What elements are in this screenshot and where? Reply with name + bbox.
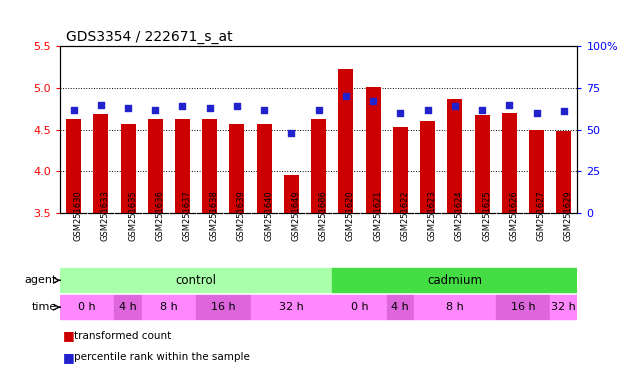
Text: GDS3354 / 222671_s_at: GDS3354 / 222671_s_at [66, 30, 233, 44]
Bar [60, 295, 114, 319]
Bar [333, 295, 387, 319]
Point [177, 103, 187, 109]
Bar [502, 113, 517, 213]
Point [558, 108, 569, 114]
Text: GSM251686: GSM251686 [319, 190, 327, 241]
Text: cadmium: cadmium [427, 274, 482, 287]
Text: GSM251637: GSM251637 [182, 190, 191, 241]
Bar [414, 295, 496, 319]
Text: GSM251629: GSM251629 [563, 190, 573, 241]
Point [96, 101, 106, 108]
Point [314, 106, 324, 113]
Text: GSM251625: GSM251625 [482, 190, 491, 241]
Bar [175, 119, 190, 213]
Point [477, 106, 487, 113]
Bar [420, 121, 435, 213]
Point [504, 101, 514, 108]
Point [395, 110, 405, 116]
Text: GSM251621: GSM251621 [373, 190, 382, 241]
Point [286, 130, 297, 136]
Text: 32 h: 32 h [551, 302, 576, 312]
Point [150, 106, 160, 113]
Bar [251, 295, 333, 319]
Point [450, 103, 460, 109]
Text: agent: agent [25, 275, 57, 285]
Point [69, 106, 79, 113]
Point [259, 106, 269, 113]
Bar [338, 70, 353, 213]
Text: ■: ■ [63, 351, 75, 364]
Point [341, 93, 351, 99]
Bar [393, 127, 408, 213]
Bar [93, 114, 109, 213]
Text: 0 h: 0 h [351, 302, 369, 312]
Text: ■: ■ [63, 329, 75, 343]
Bar [550, 295, 577, 319]
Text: transformed count: transformed count [74, 331, 172, 341]
Text: GSM251649: GSM251649 [292, 190, 300, 241]
Bar [529, 130, 544, 213]
Point [531, 110, 541, 116]
Bar [284, 175, 299, 213]
Text: GSM251640: GSM251640 [264, 190, 273, 241]
Bar [66, 119, 81, 213]
Text: 16 h: 16 h [510, 302, 535, 312]
Bar [311, 119, 326, 213]
Text: GSM251626: GSM251626 [509, 190, 518, 241]
Bar [333, 268, 577, 293]
Point [423, 106, 433, 113]
Text: 0 h: 0 h [78, 302, 96, 312]
Text: 4 h: 4 h [391, 302, 410, 312]
Bar [114, 295, 141, 319]
Bar [121, 124, 136, 213]
Text: 16 h: 16 h [211, 302, 235, 312]
Bar [557, 131, 571, 213]
Bar [257, 124, 272, 213]
Bar [202, 119, 217, 213]
Bar [496, 295, 550, 319]
Bar [447, 99, 463, 213]
Text: GSM251622: GSM251622 [400, 190, 410, 241]
Text: GSM251624: GSM251624 [455, 190, 464, 241]
Text: 4 h: 4 h [119, 302, 137, 312]
Bar [230, 124, 244, 213]
Text: GSM251633: GSM251633 [101, 190, 110, 241]
Text: 32 h: 32 h [279, 302, 304, 312]
Bar [475, 114, 490, 213]
Bar [148, 119, 163, 213]
Text: percentile rank within the sample: percentile rank within the sample [74, 352, 251, 362]
Text: 8 h: 8 h [160, 302, 178, 312]
Text: GSM251627: GSM251627 [536, 190, 546, 241]
Bar [141, 295, 196, 319]
Bar [196, 295, 251, 319]
Text: GSM251623: GSM251623 [428, 190, 437, 241]
Point [123, 105, 133, 111]
Point [368, 98, 378, 104]
Text: GSM251620: GSM251620 [346, 190, 355, 241]
Point [204, 105, 215, 111]
Point [232, 103, 242, 109]
Text: GSM251636: GSM251636 [155, 190, 164, 241]
Text: 8 h: 8 h [446, 302, 464, 312]
Bar [365, 87, 380, 213]
Text: GSM251635: GSM251635 [128, 190, 137, 241]
Text: GSM251639: GSM251639 [237, 190, 246, 241]
Bar [387, 295, 414, 319]
Text: control: control [175, 274, 216, 287]
Text: time: time [32, 302, 57, 312]
Text: GSM251630: GSM251630 [74, 190, 83, 241]
Text: GSM251638: GSM251638 [209, 190, 219, 241]
Bar [60, 268, 333, 293]
